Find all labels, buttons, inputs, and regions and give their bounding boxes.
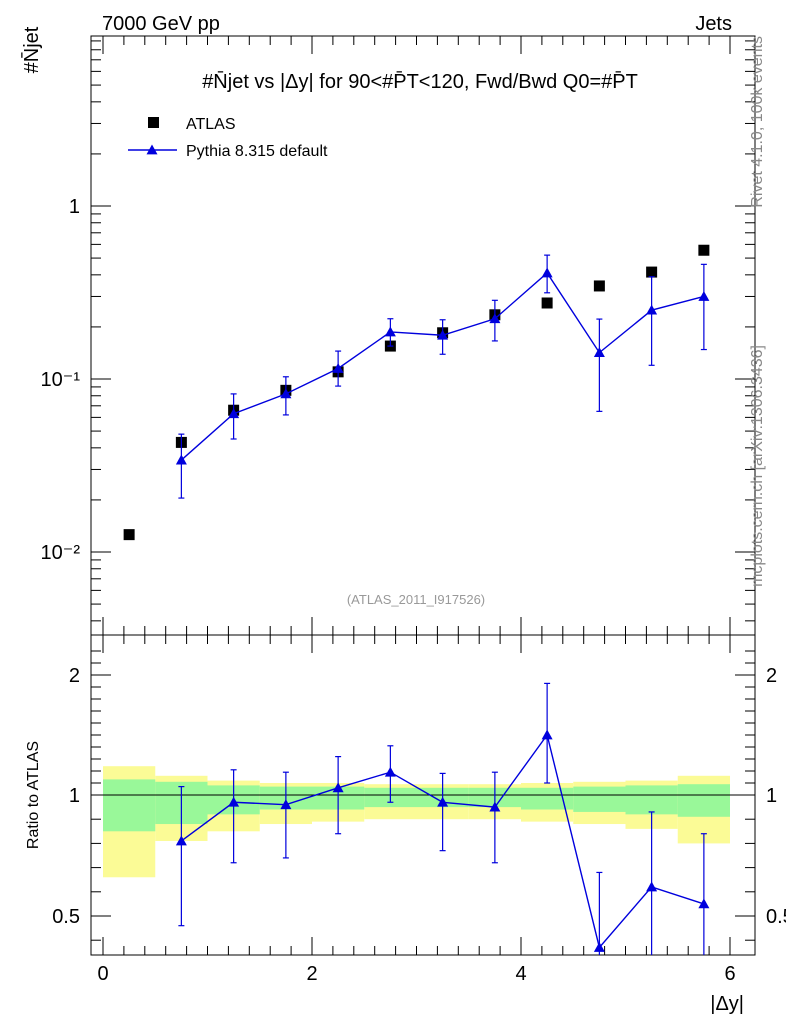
ratio-y-tick-label-right: 1	[766, 785, 777, 807]
uncertainty-band-inner	[677, 784, 730, 817]
pythia-data-point	[437, 329, 449, 340]
mcplots-label: mcplots.cern.ch [arXiv:1306.3436]	[749, 345, 766, 587]
pythia-data-point	[698, 290, 710, 301]
main-y-tick-label: 10⁻²	[41, 542, 81, 564]
header-right: Jets	[695, 13, 732, 35]
ratio-y-axis-label: Ratio to ATLAS	[25, 741, 42, 849]
pythia-line	[180, 271, 705, 461]
legend-mc-label: Pythia 8.315 default	[186, 143, 328, 160]
ratio-y-tick-label: 2	[69, 665, 80, 687]
ratio-data-point	[384, 766, 396, 777]
ratio-data-point	[332, 782, 344, 793]
main-y-tick-label: 10⁻¹	[41, 369, 81, 391]
ratio-data-point	[698, 898, 710, 909]
ratio-y-tick-label-right: 2	[766, 665, 777, 687]
ratio-data-point	[437, 796, 449, 807]
atlas-data-point	[123, 529, 135, 541]
ratio-data-point	[280, 799, 292, 810]
uncertainty-band-inner	[625, 785, 678, 815]
pythia-data-point	[541, 267, 553, 278]
ratio-y-tick-label: 1	[69, 785, 80, 807]
ratio-y-tick-label-right: 0.5	[766, 906, 786, 928]
atlas-data-point	[698, 244, 710, 256]
atlas-data-point	[541, 297, 553, 309]
x-tick-label: 6	[724, 963, 735, 985]
header-left: 7000 GeV pp	[102, 13, 220, 35]
ratio-y-tick-label: 0.5	[52, 906, 80, 928]
uncertainty-band-inner	[521, 787, 574, 810]
pythia-data-point	[228, 408, 240, 419]
x-tick-label: 2	[306, 963, 317, 985]
pythia-data-point	[593, 347, 605, 358]
pythia-data-point	[384, 326, 396, 337]
pythia-data-point	[489, 313, 501, 324]
uncertainty-band-inner	[573, 786, 626, 812]
pythia-data-point	[280, 388, 292, 399]
x-axis-label: |Δy|	[710, 993, 744, 1015]
ratio-data-point	[541, 729, 553, 740]
ratio-data-point	[489, 801, 501, 812]
legend: ATLAS Pythia 8.315 default	[128, 116, 328, 160]
plot-title: #N̄jet vs |Δy| for 90<#P̄T<120, Fwd/Bwd …	[202, 70, 638, 93]
rivet-label: Rivet 4.1.0, 100k events	[749, 36, 766, 208]
ratio-data-point	[175, 835, 187, 846]
legend-mc-marker	[146, 144, 158, 155]
pythia-data-point	[646, 304, 658, 315]
main-y-tick-label: 1	[69, 196, 80, 218]
ratio-bands	[103, 766, 730, 878]
ratio-data-point	[228, 796, 240, 807]
legend-atlas-marker	[148, 117, 159, 128]
pythia-data-point	[332, 362, 344, 373]
x-tick-label: 0	[97, 963, 108, 985]
uncertainty-band-inner	[103, 779, 156, 832]
legend-atlas-label: ATLAS	[186, 116, 236, 133]
ratio-data-point	[593, 941, 605, 952]
atlas-data-point	[646, 266, 658, 278]
analysis-watermark: (ATLAS_2011_I917526)	[347, 592, 485, 607]
x-tick-label: 4	[515, 963, 526, 985]
pythia-data-point	[175, 454, 187, 465]
atlas-data-point	[593, 280, 605, 292]
main-y-axis-label: #N̄jet	[20, 26, 43, 73]
ratio-data-point	[646, 881, 658, 892]
